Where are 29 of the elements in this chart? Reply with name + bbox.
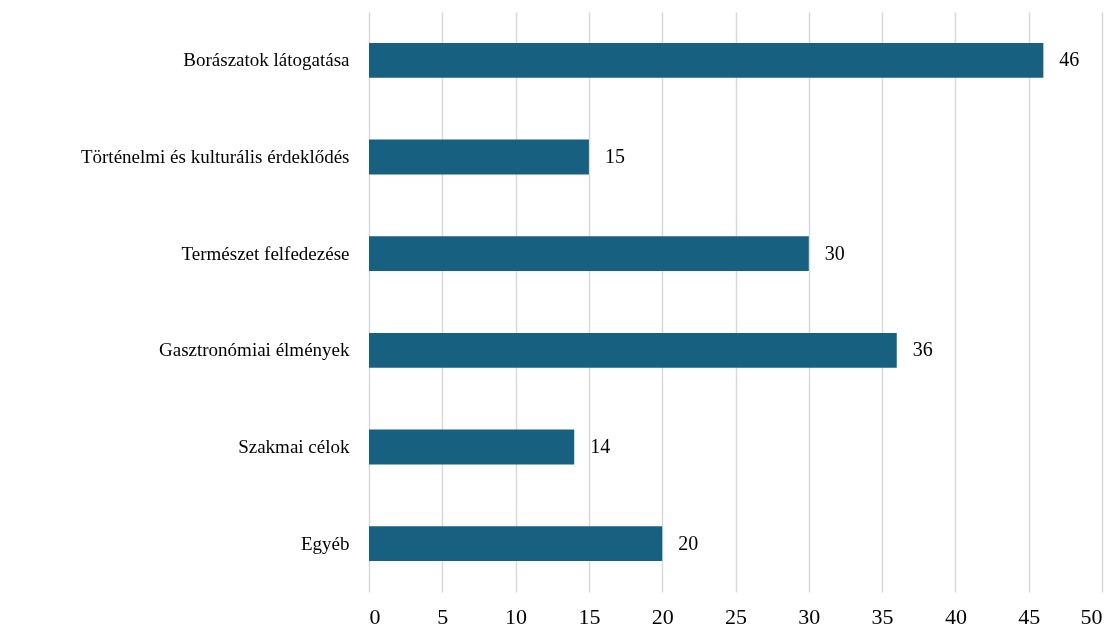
x-tick-label: 45 [1018, 603, 1041, 629]
y-tick-label: Gasztronómiai élmények [159, 339, 350, 361]
x-tick-label: 15 [578, 603, 601, 629]
y-tick-label: Szakmai célok [238, 436, 350, 457]
x-tick-label: 35 [871, 603, 894, 629]
data-label: 30 [824, 241, 845, 264]
data-label: 36 [912, 338, 933, 361]
x-tick-label: 5 [437, 603, 449, 629]
x-tick-label: 20 [651, 603, 674, 629]
bar [369, 332, 897, 368]
data-label: 15 [604, 145, 625, 167]
bar [369, 139, 589, 175]
y-tick-label: Természet felfedezése [181, 242, 350, 264]
bar [369, 236, 809, 272]
x-tick-label: 30 [798, 603, 821, 629]
bar [369, 42, 1044, 78]
y-tick-label: Borászatok látogatása [183, 49, 351, 71]
data-label: 20 [678, 531, 699, 554]
bar [369, 429, 575, 465]
x-tick-label: 25 [725, 603, 747, 629]
x-tick-label: 10 [505, 603, 528, 629]
x-tick-label: 50 [1080, 603, 1103, 629]
y-tick-label: Történelmi és kulturális érdeklődés [80, 146, 350, 167]
data-label: 46 [1059, 48, 1080, 71]
bar [369, 526, 663, 562]
x-tick-label: 0 [369, 603, 381, 629]
data-label: 14 [590, 435, 611, 457]
y-tick-label: Egyéb [300, 532, 350, 554]
x-tick-label: 40 [944, 603, 967, 629]
